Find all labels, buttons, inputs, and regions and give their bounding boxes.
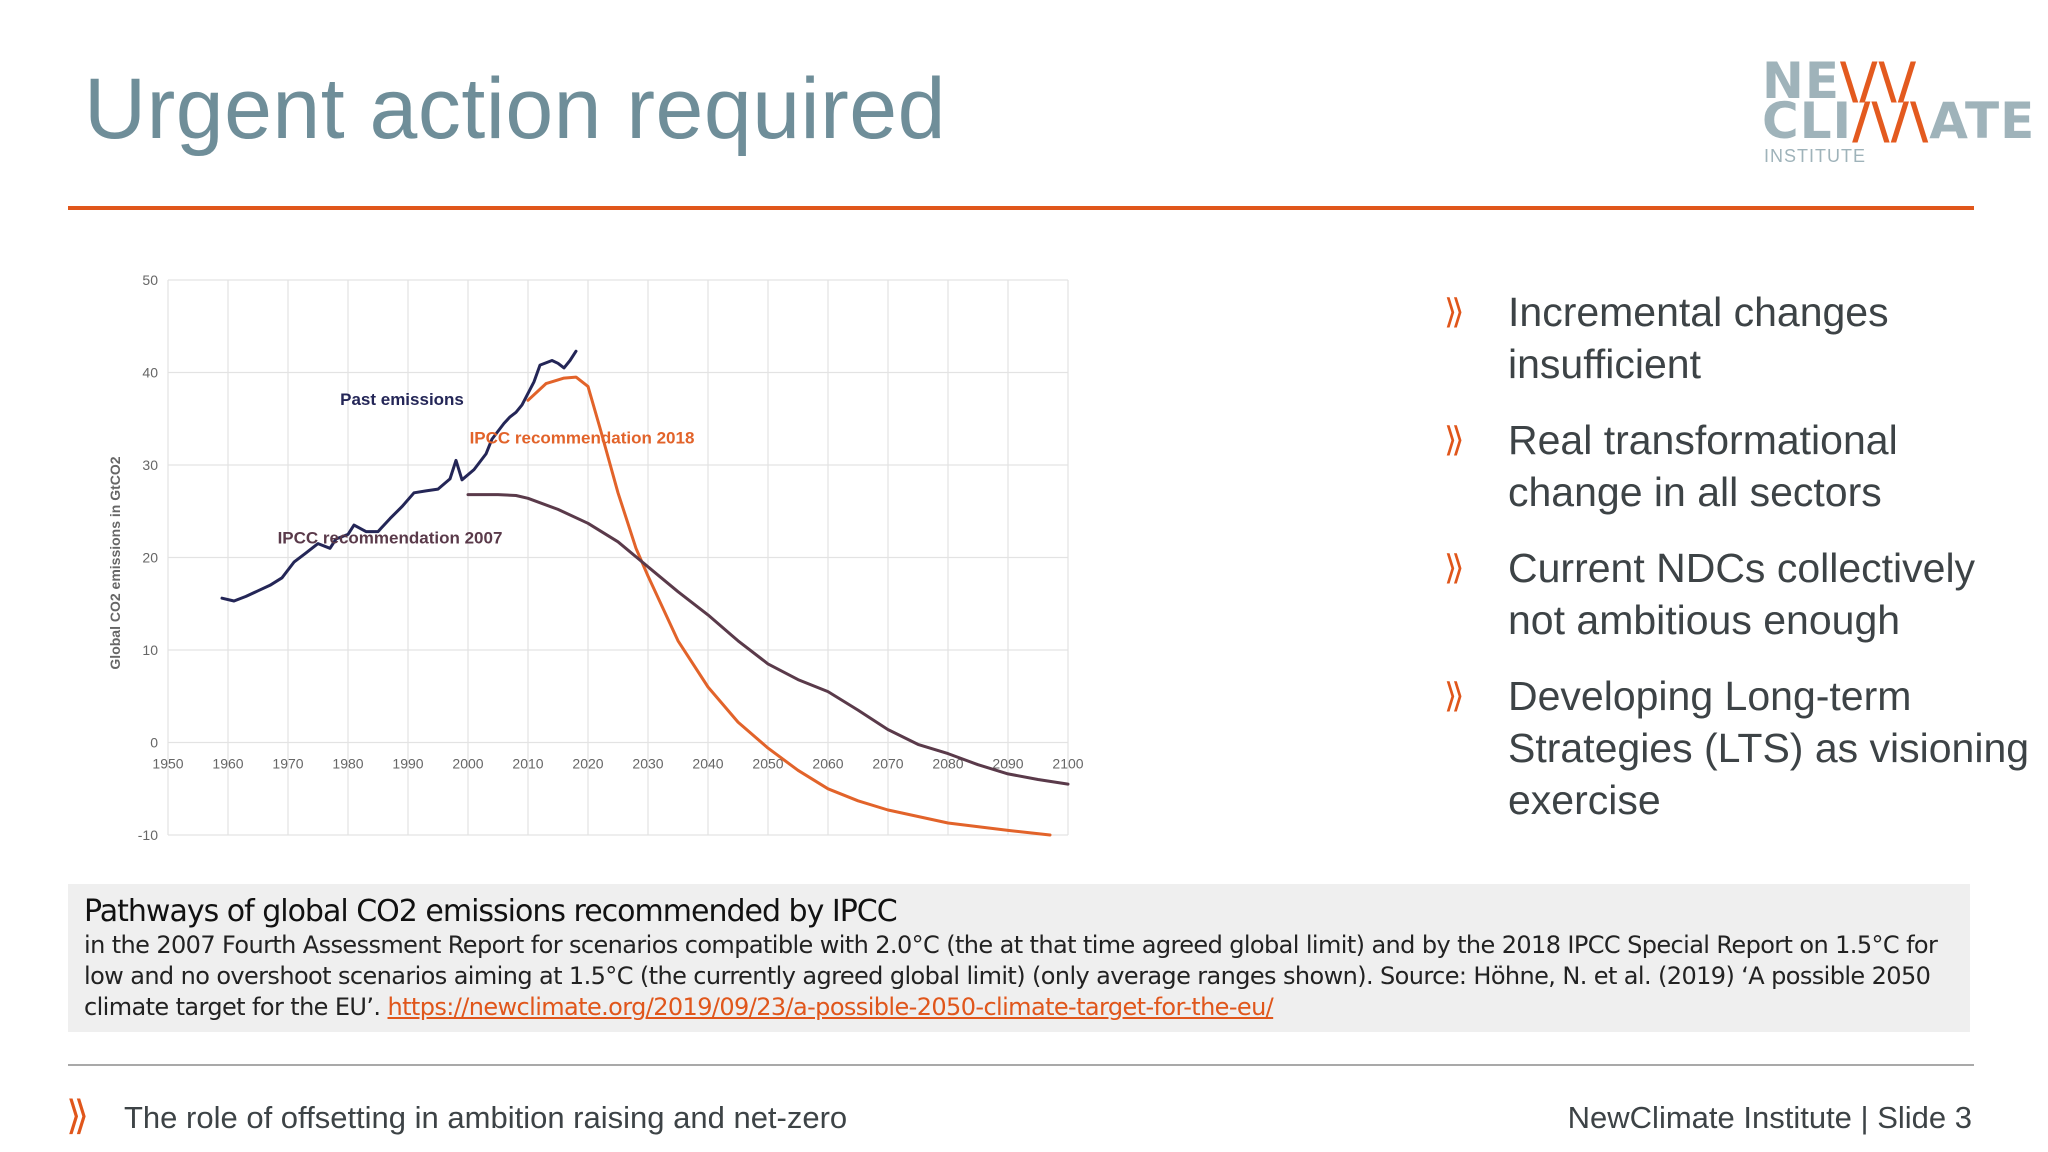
y-tick-label: 40 <box>142 365 158 381</box>
y-tick-label: 0 <box>150 735 158 751</box>
y-tick-label: -10 <box>138 827 158 843</box>
double-chevron-icon: ⟩⟩ <box>1444 292 1464 332</box>
emissions-chart: -10 0 10 20 30 40 50 1950 1960 1970 1980 1990 2000 20… <box>100 265 1430 850</box>
series-line-ipcc-recommendation-2018 <box>526 375 1052 837</box>
double-chevron-icon: ⟩⟩ <box>1444 676 1464 716</box>
x-tick-label: 2040 <box>692 756 723 772</box>
caption-title: Pathways of global CO2 emissions recomme… <box>84 894 898 929</box>
bullet-transformational-change: ⟩⟩ Real transformational change in all s… <box>1440 414 2040 518</box>
figure-caption: Pathways of global CO2 emissions recomme… <box>68 884 1970 1032</box>
title-divider <box>68 206 1974 210</box>
y-axis-label: Global CO2 emissions in GtCO2 <box>107 456 123 669</box>
bullet-long-term-strategies: ⟩⟩ Developing Long-term Strategies (LTS)… <box>1440 670 2040 826</box>
bullet-current-ndcs: ⟩⟩ Current NDCs collectively not ambitio… <box>1440 542 2040 646</box>
slide-title: Urgent action required <box>84 61 946 157</box>
x-tick-label: 2030 <box>632 756 663 772</box>
x-tick-label: 2010 <box>512 756 543 772</box>
footer-presentation-title: The role of offsetting in ambition raisi… <box>124 1100 848 1135</box>
x-tick-label: 1960 <box>212 756 243 772</box>
footer-divider <box>68 1064 1974 1066</box>
x-tick-label: 1950 <box>152 756 183 772</box>
x-tick-label: 1980 <box>332 756 363 772</box>
caption-body: in the 2007 Fourth Assessment Report for… <box>84 931 1938 1021</box>
x-tick-label: 2090 <box>992 756 1023 772</box>
x-tick-label: 2050 <box>752 756 783 772</box>
double-chevron-icon: ⟩⟩ <box>1444 420 1464 460</box>
x-tick-label: 2000 <box>452 756 483 772</box>
x-tick-label: 1970 <box>272 756 303 772</box>
x-tick-label: 2060 <box>812 756 843 772</box>
series-label-past-emissions: Past emissions <box>340 390 464 409</box>
series-label-ipcc-recommendation-2018: IPCC recommendation 2018 <box>470 429 695 448</box>
bullet-incremental-changes: ⟩⟩ Incremental changes insufficient <box>1440 286 2040 390</box>
newclimate-logo: NE\/\/ CLI/\/\ATE INSTITUTE <box>1762 52 2036 166</box>
footer-slide-number: NewClimate Institute | Slide 3 <box>1567 1100 1972 1135</box>
source-link[interactable]: https://newclimate.org/2019/09/23/a-poss… <box>387 993 1274 1021</box>
x-tick-label: 2020 <box>572 756 603 772</box>
x-tick-label: 2100 <box>1052 756 1083 772</box>
series-line-past-emissions <box>220 349 578 603</box>
x-tick-label: 2080 <box>932 756 963 772</box>
key-points-list: ⟩⟩ Incremental changes insufficient ⟩⟩ R… <box>1440 286 2040 850</box>
x-tick-label: 2070 <box>872 756 903 772</box>
y-tick-label: 50 <box>142 272 158 288</box>
double-chevron-icon: ⟩⟩ <box>1444 548 1464 588</box>
y-tick-label: 30 <box>142 457 158 473</box>
y-tick-label: 10 <box>142 642 158 658</box>
y-tick-label: 20 <box>142 550 158 566</box>
double-chevron-icon: ⟩⟩ <box>66 1093 89 1139</box>
series-line-ipcc-recommendation-2007 <box>466 493 1070 786</box>
x-tick-label: 1990 <box>392 756 423 772</box>
series-label-ipcc-recommendation-2007: IPCC recommendation 2007 <box>278 529 503 548</box>
